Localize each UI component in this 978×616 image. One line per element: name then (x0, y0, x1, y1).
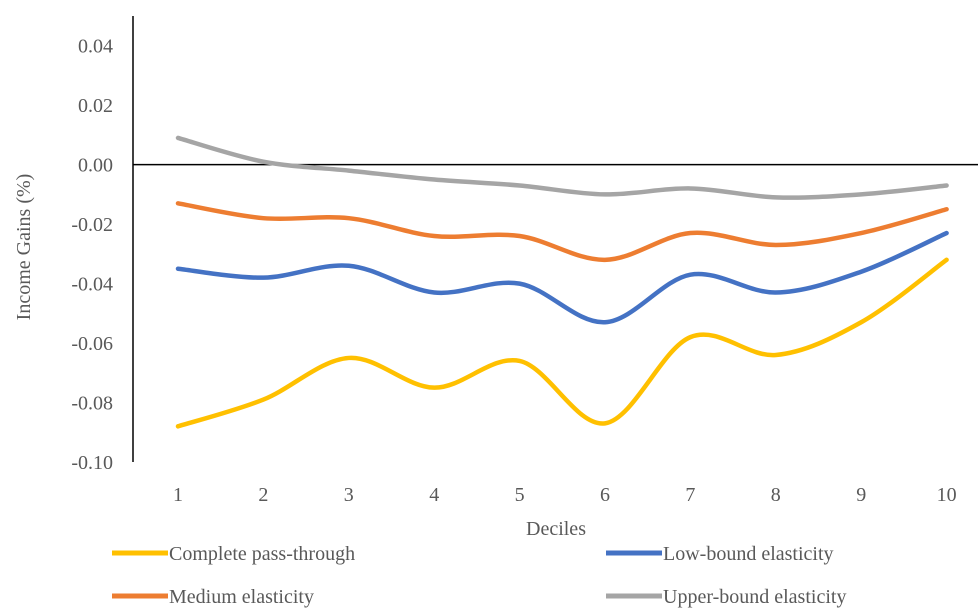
y-tick-label: 0.04 (78, 36, 113, 58)
series-line-upper-bound-elasticity (175, 135, 949, 200)
y-tick-label: -0.02 (71, 214, 113, 236)
legend-label: Low-bound elasticity (663, 543, 834, 565)
y-tick-label: -0.10 (71, 452, 113, 474)
x-tick-label: 1 (173, 484, 183, 506)
x-tick-label: 9 (856, 484, 866, 506)
y-tick-label: -0.08 (71, 393, 113, 415)
x-tick-label: 8 (771, 484, 781, 506)
series-lines (175, 135, 949, 429)
x-tick-label: 3 (344, 484, 354, 506)
y-axis-label: Income Gains (%) (13, 174, 35, 321)
y-tick-label: -0.06 (71, 333, 113, 355)
y-tick-label: 0.02 (78, 95, 113, 117)
x-tick-label: 2 (258, 484, 268, 506)
series-line-complete-pass-through (175, 257, 949, 429)
x-tick-label: 6 (600, 484, 610, 506)
x-tick-label: 5 (515, 484, 525, 506)
x-tick-label: 7 (685, 484, 695, 506)
x-tick-label: 10 (937, 484, 957, 506)
series-line-medium-elasticity (175, 201, 949, 263)
y-tick-label: 0.00 (78, 155, 113, 177)
x-axis-label: Deciles (526, 518, 586, 540)
legend-label: Medium elasticity (169, 586, 314, 608)
legend-label: Upper-bound elasticity (663, 586, 846, 608)
y-tick-label: -0.04 (71, 274, 113, 296)
legend-item-complete-pass-through: Complete pass-through (112, 543, 355, 565)
legend-item-medium-elasticity: Medium elasticity (112, 586, 314, 608)
x-tick-label: 4 (429, 484, 439, 506)
legend: Complete pass-through Low-bound elasticit… (112, 543, 846, 608)
series-line-low-bound-elasticity (175, 230, 949, 325)
legend-item-upper-bound-elasticity: Upper-bound elasticity (606, 586, 846, 608)
legend-item-low-bound-elasticity: Low-bound elasticity (606, 543, 834, 565)
y-axis: 0.04 0.02 0.00 -0.02 -0.04 -0.06 -0.08 -0.10 (71, 16, 134, 474)
legend-label: Complete pass-through (169, 543, 355, 565)
